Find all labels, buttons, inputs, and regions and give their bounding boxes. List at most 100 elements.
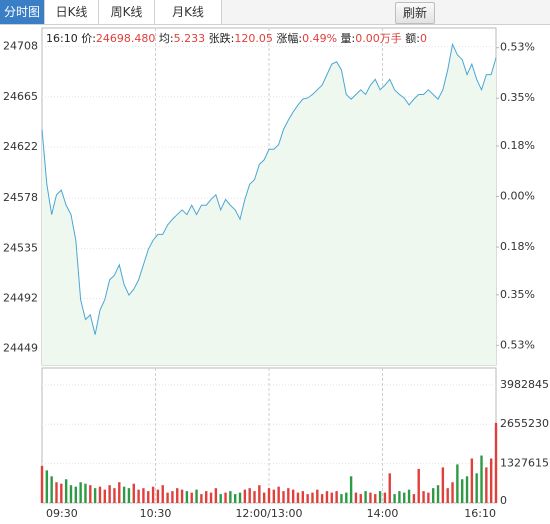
volume-bar (137, 489, 140, 503)
tab[interactable]: 月K线 (155, 0, 222, 24)
volume-bar (412, 494, 416, 503)
x-tick-label: 14:00 (367, 507, 399, 520)
volume-bar (209, 492, 213, 503)
volume-bar (398, 491, 401, 503)
info-label: 涨幅: (276, 32, 303, 45)
volume-bar (89, 485, 92, 503)
y2-tick-label: 0.35% (500, 91, 535, 104)
volume-bar (60, 483, 63, 503)
volume-bar (306, 494, 309, 503)
tab-bar: 分时图 日K线 周K线 月K线 刷新 (0, 0, 550, 25)
volume-bar (296, 492, 300, 503)
volume-bar (277, 486, 280, 503)
y-tick-label: 24622 (3, 140, 38, 153)
info-label: 价: (81, 32, 96, 45)
volume-bar (475, 473, 478, 503)
volume-bar (441, 467, 445, 503)
volume-bar (161, 485, 164, 503)
volume-bar (325, 491, 329, 503)
y-tick-label: 24665 (3, 90, 38, 103)
volume-bar (151, 486, 155, 503)
volume-bar (301, 491, 305, 503)
tab[interactable]: 日K线 (45, 0, 99, 24)
x-tick-label: 12:00/13:00 (235, 507, 302, 520)
volume-bar (378, 491, 382, 503)
volume-bar (272, 489, 276, 503)
y-tick-label: 3982845 (500, 378, 549, 391)
volume-bar (446, 488, 449, 503)
volume-bar (45, 470, 49, 503)
volume-bar (349, 476, 353, 503)
y2-tick-label: 0.53% (500, 41, 535, 54)
volume-bar (40, 465, 44, 503)
volume-bar (69, 485, 73, 503)
volume-bar (195, 489, 198, 503)
info-value: 24698.480 (95, 32, 156, 45)
volume-bar (465, 476, 469, 503)
volume-bar (480, 455, 483, 503)
volume-bar (345, 492, 348, 503)
y2-tick-label: 0.53% (500, 338, 535, 351)
volume-bar (93, 488, 97, 503)
info-label: 均: (158, 32, 174, 45)
volume-bar (55, 482, 58, 503)
volume-bar (64, 479, 68, 503)
y2-tick-label: 0.00% (500, 190, 535, 203)
volume-bar (132, 483, 135, 503)
volume-bar (364, 491, 367, 503)
volume-bar (79, 482, 82, 503)
volume-bar (224, 492, 227, 503)
volume-bar (287, 488, 290, 503)
volume-bar (369, 492, 372, 503)
volume-bar (311, 492, 314, 503)
volume-bar (122, 486, 126, 503)
y2-tick-label: 0.18% (500, 139, 535, 152)
volume-bar (243, 489, 247, 503)
volume-bar (219, 494, 222, 503)
tab[interactable]: 分时图 (0, 0, 45, 24)
volume-bar (374, 494, 377, 503)
info-time: 16:10 (46, 32, 78, 45)
volume-bar (417, 468, 420, 503)
volume-bar (489, 458, 493, 503)
volume-bar (340, 494, 343, 503)
volume-bar (422, 491, 425, 503)
info-label: 量: (340, 32, 356, 45)
volume-bar (330, 492, 333, 503)
volume-bar (180, 489, 184, 503)
volume-bar (147, 491, 150, 503)
y-tick-label: 24578 (3, 191, 38, 204)
y-tick-label: 24535 (3, 241, 38, 254)
area (42, 44, 496, 365)
volume-bar (460, 479, 464, 503)
volume-bar (388, 473, 391, 503)
y-tick-label: 24449 (3, 342, 38, 355)
volume-bar (142, 488, 145, 503)
volume-bar (84, 483, 87, 503)
volume-bar (118, 482, 121, 503)
volume-bar (205, 491, 208, 503)
x-tick-label: 10:30 (140, 507, 172, 520)
tab[interactable]: 周K线 (99, 0, 155, 24)
volume-bar (156, 489, 160, 503)
volume-bar (291, 489, 295, 503)
volume-bar (267, 488, 271, 503)
volume-bar (393, 494, 396, 503)
volume-bar (50, 476, 53, 503)
volume-bar (354, 492, 358, 503)
info-value: 5.233 (173, 32, 206, 45)
volume-bar (233, 494, 237, 503)
volume-bar (403, 492, 406, 503)
volume-bar (253, 491, 256, 503)
volume-bar (229, 491, 232, 503)
volume-bar (432, 488, 435, 503)
info-value: 0 (419, 32, 427, 45)
volume-bar (451, 482, 454, 503)
price-line (41, 42, 497, 335)
y-tick-label: 0 (500, 494, 507, 507)
volume-bar (200, 494, 203, 503)
volume-bar (359, 494, 362, 503)
refresh-button[interactable]: 刷新 (395, 2, 435, 24)
volume-bar (166, 492, 169, 503)
volume-bar (176, 488, 179, 503)
